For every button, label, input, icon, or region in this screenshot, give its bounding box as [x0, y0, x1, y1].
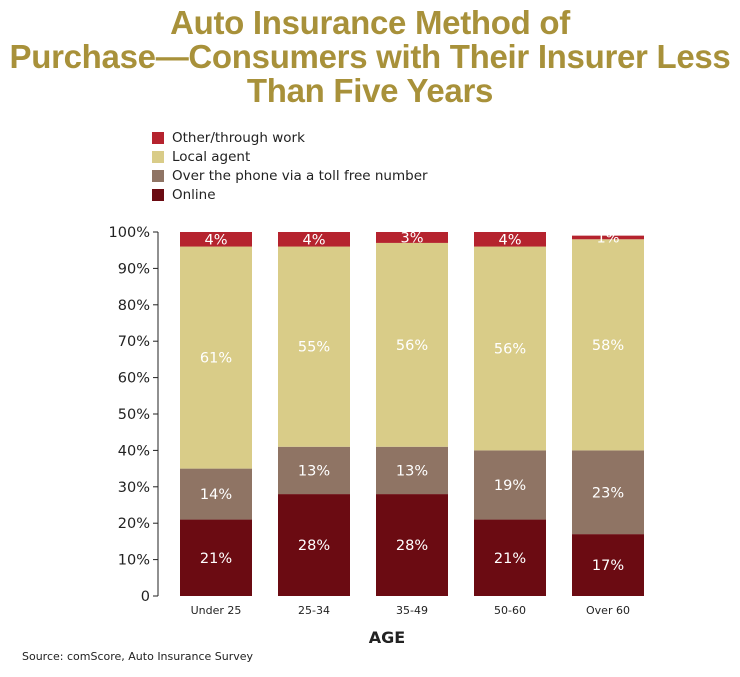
legend-swatch — [152, 169, 164, 182]
y-tick-label: 60% — [118, 371, 150, 387]
y-tick-label: 40% — [118, 443, 150, 459]
data-label: 13% — [298, 463, 330, 479]
bar-segment — [474, 246, 546, 451]
legend-label: Local agent — [172, 148, 251, 165]
y-tick-label: 70% — [118, 334, 150, 350]
y-tick-label: 10% — [118, 553, 150, 569]
legend-swatch — [152, 188, 164, 201]
data-label: 4% — [498, 232, 521, 248]
data-label: 3% — [400, 230, 423, 246]
bar-segment — [474, 450, 546, 520]
data-label: 28% — [396, 538, 428, 554]
bar-segment — [278, 494, 350, 596]
data-label: 55% — [298, 340, 330, 356]
data-label: 4% — [204, 232, 227, 248]
x-axis-title: AGE — [369, 628, 405, 647]
x-tick-label: Over 60 — [586, 604, 630, 617]
bar-segment — [572, 239, 644, 451]
y-tick-label: 90% — [118, 261, 150, 277]
bar-segment — [180, 246, 252, 469]
bar-segment — [180, 519, 252, 596]
legend-label: Over the phone via a toll free number — [172, 167, 428, 184]
data-label: 56% — [494, 341, 526, 357]
data-label: 4% — [302, 232, 325, 248]
chart-title-line: Auto Insurance Method of — [170, 4, 570, 41]
bar-segment — [376, 242, 448, 447]
legend-item-local-agent: Local agent — [152, 147, 428, 166]
legend-label: Other/through work — [172, 129, 305, 146]
bar-segment — [278, 246, 350, 447]
data-label: 58% — [592, 338, 624, 354]
x-tick-label: Under 25 — [191, 604, 242, 617]
x-tick-label: 35-49 — [396, 604, 428, 617]
chart-title: Auto Insurance Method of Purchase—Consum… — [0, 6, 740, 108]
chart-legend: Other/through work Local agent Over the … — [152, 128, 428, 204]
data-label: 23% — [592, 485, 624, 501]
bar-segment — [474, 519, 546, 596]
bar-segment — [474, 232, 546, 247]
legend-item-online: Online — [152, 185, 428, 204]
bar-segment — [376, 232, 448, 243]
data-label: 13% — [396, 463, 428, 479]
bar-segment — [572, 534, 644, 596]
legend-label: Online — [172, 186, 216, 203]
bar-segment — [180, 232, 252, 247]
legend-swatch — [152, 131, 164, 144]
data-label: 56% — [396, 338, 428, 354]
data-label: 17% — [592, 558, 624, 574]
bar-segment — [278, 232, 350, 247]
bar-segment — [180, 468, 252, 520]
y-tick-label: 100% — [109, 225, 150, 241]
bar-segment — [376, 446, 448, 495]
legend-item-phone: Over the phone via a toll free number — [152, 166, 428, 185]
legend-item-other: Other/through work — [152, 128, 428, 147]
x-tick-label: 25-34 — [298, 604, 330, 617]
chart-title-line: Than Five Years — [246, 72, 494, 109]
y-tick-label: 20% — [118, 516, 150, 532]
bar-segment — [376, 494, 448, 596]
bar-segment — [572, 450, 644, 535]
data-label: 14% — [200, 487, 232, 503]
y-tick-label: 0 — [141, 589, 150, 605]
y-tick-label: 50% — [118, 407, 150, 423]
data-label: 19% — [494, 478, 526, 494]
source-note: Source: comScore, Auto Insurance Survey — [22, 650, 254, 663]
data-label: 21% — [494, 551, 526, 567]
data-label: 61% — [200, 351, 232, 367]
chart-title-line: Purchase—Consumers with Their Insurer Le… — [9, 38, 731, 75]
y-tick-label: 80% — [118, 298, 150, 314]
data-label: 21% — [200, 551, 232, 567]
data-label: 28% — [298, 538, 330, 554]
bar-segment — [572, 235, 644, 240]
legend-swatch — [152, 150, 164, 163]
data-label: 1% — [596, 230, 619, 246]
y-tick-label: 30% — [118, 480, 150, 496]
x-tick-label: 50-60 — [494, 604, 526, 617]
bar-segment — [278, 446, 350, 495]
